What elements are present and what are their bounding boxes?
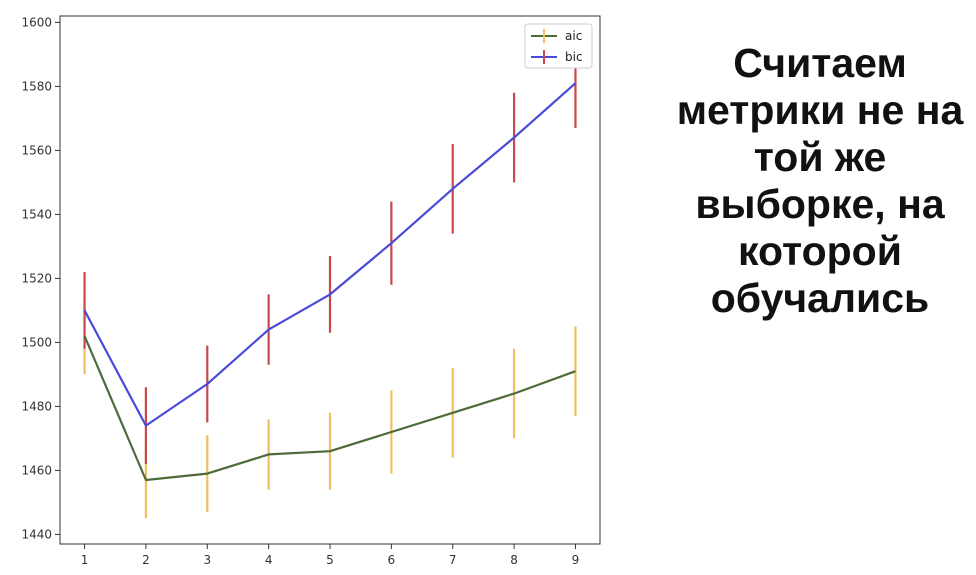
x-tick-label: 3 — [203, 553, 211, 567]
bic-series-line — [83, 82, 577, 427]
y-tick-label: 1580 — [21, 79, 52, 93]
caption-line: обучались — [710, 275, 930, 321]
aic-series-line — [83, 335, 576, 482]
x-tick-label: 1 — [81, 553, 89, 567]
x-tick-label: 7 — [449, 553, 457, 567]
line-chart: 1440 1460 1480 1500 1520 1540 1560 1580 1600 1 2 3… — [21, 15, 601, 567]
y-tick-label: 1440 — [21, 527, 52, 541]
y-tick-label: 1480 — [21, 399, 52, 413]
legend: aic bic — [524, 23, 593, 69]
y-tick-label: 1460 — [21, 463, 52, 477]
x-tick-label: 4 — [265, 553, 273, 567]
x-tick-label: 5 — [326, 553, 334, 567]
caption-line: Считаем — [733, 40, 907, 86]
caption-line: которой — [738, 228, 902, 274]
caption-line: выборке, на — [695, 181, 945, 227]
caption-line: той же — [753, 134, 887, 180]
legend-bic-label: bic — [565, 50, 583, 64]
caption-line: метрики не на — [676, 87, 964, 133]
y-tick-label: 1540 — [21, 207, 52, 221]
x-axis: 1 2 3 4 5 6 7 8 9 — [81, 544, 580, 567]
x-tick-label: 9 — [572, 553, 580, 567]
x-tick-label: 2 — [142, 553, 150, 567]
y-tick-label: 1600 — [21, 15, 52, 29]
series-lines — [83, 82, 577, 482]
x-tick-label: 6 — [388, 553, 396, 567]
y-tick-label: 1500 — [21, 335, 52, 349]
legend-aic-label: aic — [565, 29, 582, 43]
y-tick-label: 1520 — [21, 271, 52, 285]
y-axis: 1440 1460 1480 1500 1520 1540 1560 1580 1600 — [21, 15, 60, 541]
y-tick-label: 1560 — [21, 143, 52, 157]
x-tick-label: 8 — [510, 553, 518, 567]
caption-text: Считаем метрики не на той же выборке, на… — [660, 40, 976, 322]
